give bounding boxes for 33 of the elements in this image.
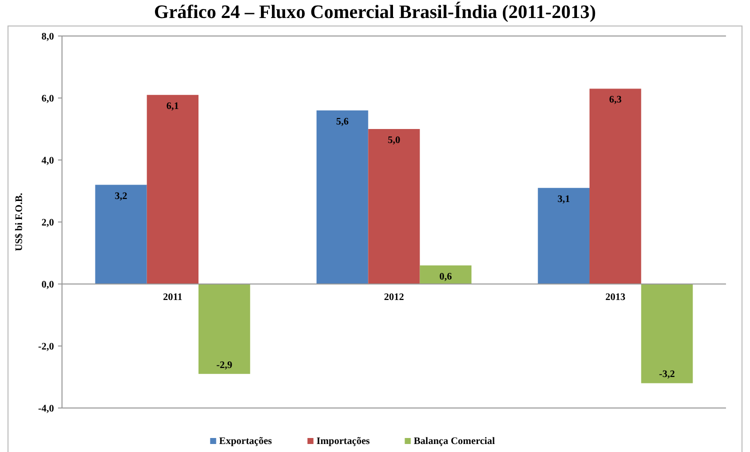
bar — [368, 129, 420, 284]
bar — [95, 184, 147, 284]
bar — [316, 110, 368, 284]
data-label: -3,2 — [659, 369, 675, 380]
x-tick-label: 2012 — [384, 292, 404, 303]
legend-label: Exportações — [219, 436, 272, 447]
bar — [590, 88, 642, 284]
bar — [420, 265, 472, 284]
x-tick-label: 2011 — [162, 292, 182, 303]
chart-title: Gráfico 24 – Fluxo Comercial Brasil-Índia (2011-2013) — [154, 1, 596, 23]
legend-label: Importações — [316, 436, 370, 447]
data-label: 3,2 — [114, 190, 128, 202]
legend-label: Balança Comercial — [414, 436, 496, 447]
x-tick-label: 2013 — [605, 292, 626, 303]
y-axis-title: US$ bi F.O.B. — [14, 192, 25, 252]
data-label: 6,3 — [609, 94, 622, 106]
y-tick-label: 4,0 — [42, 156, 54, 166]
data-label: 5,0 — [388, 135, 400, 146]
y-tick-label: 6,0 — [42, 94, 54, 104]
data-label: 3,1 — [557, 194, 570, 205]
data-label: 0,6 — [439, 271, 452, 282]
bar — [538, 188, 590, 284]
y-tick-label: 0,0 — [42, 280, 54, 290]
y-tick-label: 8,0 — [42, 32, 54, 42]
y-tick-label: -4,0 — [38, 404, 54, 414]
bar — [146, 94, 198, 284]
bar — [198, 284, 250, 374]
data-label: -2,9 — [216, 360, 232, 371]
bar — [641, 284, 693, 384]
y-tick-label: -2,0 — [38, 342, 54, 352]
data-label: 6,1 — [166, 100, 179, 112]
data-label: 5,6 — [336, 116, 349, 128]
y-tick-label: 2,0 — [42, 218, 54, 228]
